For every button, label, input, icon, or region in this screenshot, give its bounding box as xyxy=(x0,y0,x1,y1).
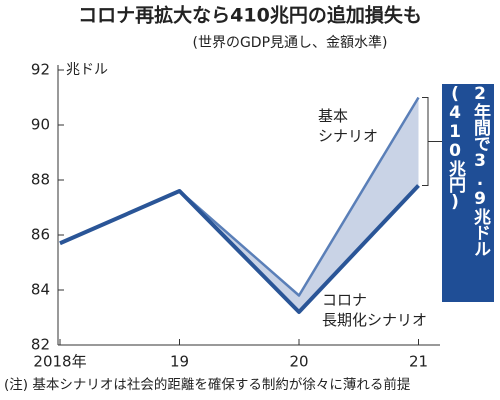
x-tick-label: 2018年 xyxy=(33,353,86,371)
series-label: コロナ 長期化シナリオ xyxy=(322,291,428,329)
y-tick-label: 86 xyxy=(31,226,50,244)
x-tick-label: 19 xyxy=(170,353,189,371)
note: (注) 基本シナリオは社会的距離を確保する制約が徐々に薄れる前提 xyxy=(4,376,411,393)
y-tick-label: 88 xyxy=(31,171,50,189)
bracket xyxy=(422,97,442,186)
x-tick-label: 20 xyxy=(289,353,308,371)
series-line xyxy=(59,184,420,314)
chart-subtitle: (世界のGDP見通し、金額水準) xyxy=(193,35,388,51)
series-label: 基本 シナリオ xyxy=(318,107,379,145)
chart-title: コロナ再拡大なら410兆円の追加損失も xyxy=(78,4,422,27)
gap-area xyxy=(60,97,419,312)
y-tick-label: 82 xyxy=(31,336,50,354)
annotation: 2年間で3.9兆ドル(410兆円) xyxy=(442,84,494,302)
y-tick-label: 90 xyxy=(31,116,50,134)
y-tick-label: 92 xyxy=(31,61,50,79)
y-unit: 兆ドル xyxy=(66,62,108,78)
x-tick-label: 21 xyxy=(409,353,428,371)
y-tick-label: 84 xyxy=(31,281,50,299)
